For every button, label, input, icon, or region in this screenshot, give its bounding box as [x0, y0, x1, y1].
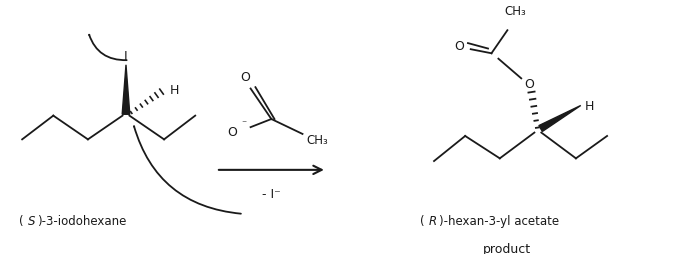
- Text: (: (: [420, 215, 425, 228]
- Text: H: H: [170, 84, 179, 97]
- Text: O: O: [227, 125, 237, 138]
- Text: )-3-iodohexane: )-3-iodohexane: [38, 215, 126, 228]
- Text: O: O: [525, 78, 534, 91]
- Text: product: product: [482, 242, 531, 254]
- Text: S: S: [28, 215, 35, 228]
- Text: (: (: [19, 215, 24, 228]
- Text: CH₃: CH₃: [306, 133, 328, 146]
- Text: )-hexan-3-yl acetate: )-hexan-3-yl acetate: [439, 215, 559, 228]
- FancyArrowPatch shape: [89, 36, 126, 61]
- FancyArrowPatch shape: [134, 127, 241, 214]
- Text: O: O: [455, 39, 464, 52]
- Text: O: O: [240, 71, 250, 84]
- Text: I: I: [124, 50, 128, 63]
- Polygon shape: [539, 106, 581, 132]
- Text: H: H: [585, 100, 594, 113]
- Text: R: R: [430, 215, 437, 228]
- Text: - I⁻: - I⁻: [262, 187, 281, 200]
- Text: CH₃: CH₃: [505, 5, 527, 18]
- Polygon shape: [122, 66, 130, 115]
- Text: ⁻: ⁻: [241, 119, 246, 129]
